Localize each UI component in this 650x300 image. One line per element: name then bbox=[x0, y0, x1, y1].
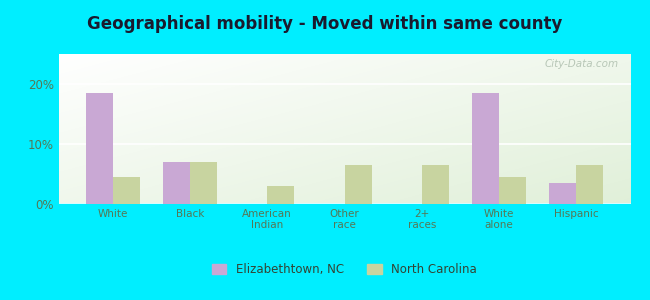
Bar bbox=[549, 183, 577, 204]
Bar bbox=[472, 93, 499, 204]
Bar bbox=[577, 165, 603, 204]
Bar bbox=[344, 165, 372, 204]
Legend: Elizabethtown, NC, North Carolina: Elizabethtown, NC, North Carolina bbox=[212, 263, 477, 276]
Text: City-Data.com: City-Data.com bbox=[545, 58, 619, 68]
Bar bbox=[422, 165, 449, 204]
Bar bbox=[267, 186, 294, 204]
Bar bbox=[86, 93, 112, 204]
Bar bbox=[112, 177, 140, 204]
Text: Geographical mobility - Moved within same county: Geographical mobility - Moved within sam… bbox=[87, 15, 563, 33]
Bar bbox=[499, 177, 526, 204]
Bar bbox=[163, 162, 190, 204]
Bar bbox=[190, 162, 217, 204]
